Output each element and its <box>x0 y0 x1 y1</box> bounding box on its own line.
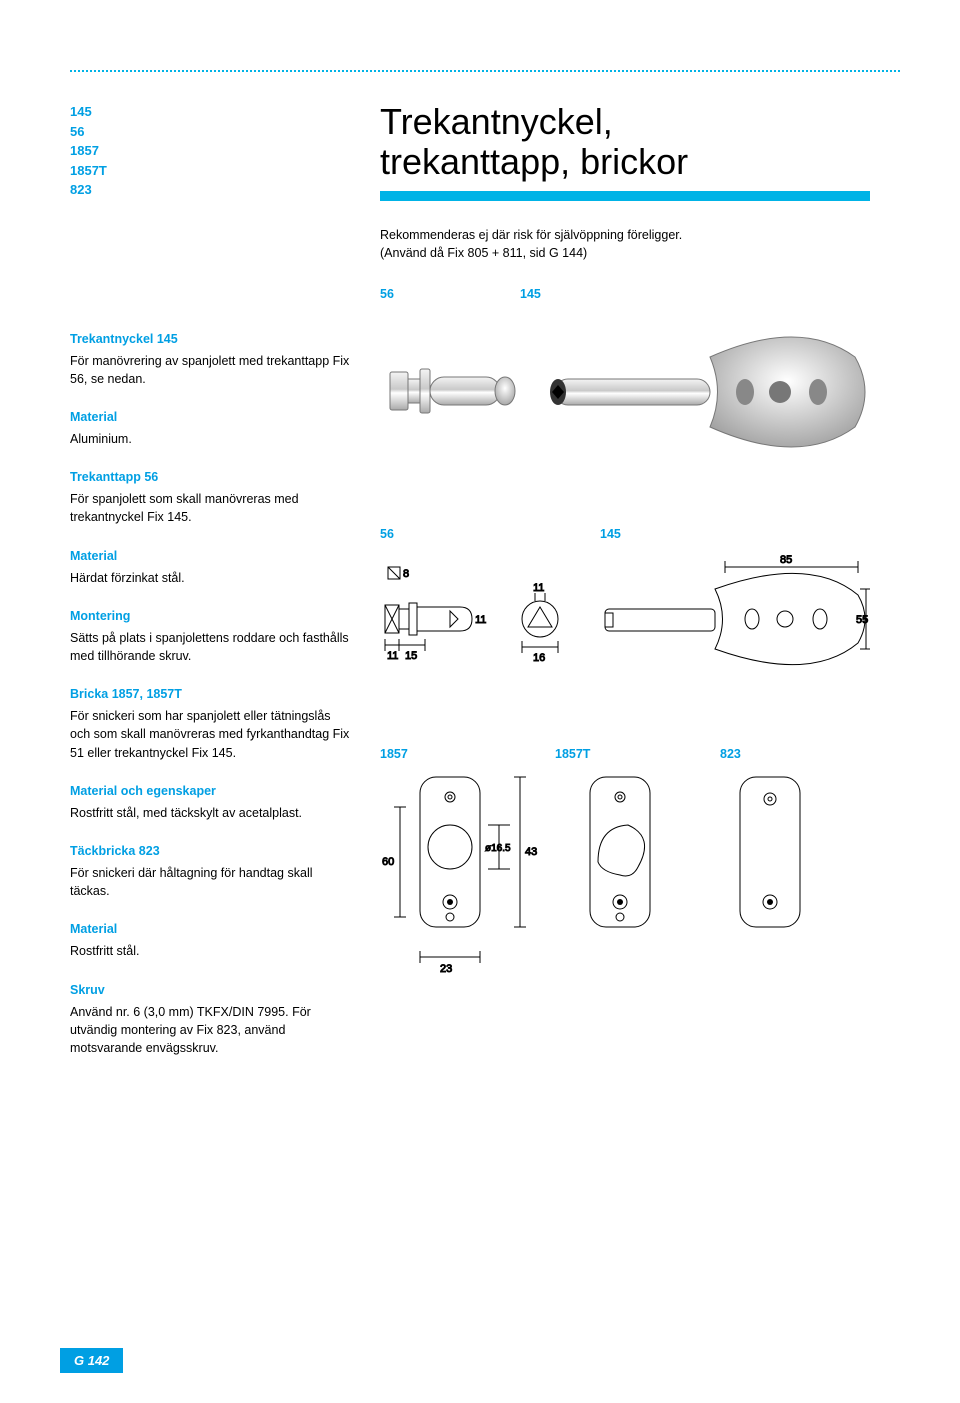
dim-11a: 11 <box>475 614 486 626</box>
product-codes: 145 56 1857 1857T 823 <box>70 102 350 200</box>
photo-tapp-and-key-icon <box>380 307 870 467</box>
heading-tackbricka: Täckbricka 823 <box>70 842 350 860</box>
dim-43: 43 <box>525 846 537 858</box>
right-column: Trekantnyckel, trekanttapp, brickor Reko… <box>380 102 900 1061</box>
heading-trekantnyckel: Trekantnyckel 145 <box>70 330 350 348</box>
fig1-label-56: 56 <box>380 287 520 301</box>
dim-16-5: ø16.5 <box>485 843 511 854</box>
intro-line1: Rekommenderas ej där risk för självöppni… <box>380 226 900 244</box>
heading-trekanttapp: Trekanttapp 56 <box>70 468 350 486</box>
body-material2: Härdat förzinkat stål. <box>70 569 350 587</box>
figure-row-3: 1857 1857T 823 <box>380 747 900 987</box>
body-tackbricka: För snickeri där håltagning för handtag … <box>70 864 350 900</box>
code-145: 145 <box>70 102 350 122</box>
dim-drawing-tapp-key-icon: 8 11 11 15 <box>380 547 870 697</box>
fig3-label-823: 823 <box>720 747 741 761</box>
dim-55: 55 <box>856 614 868 626</box>
dim-15: 15 <box>405 650 417 662</box>
body-bricka: För snickeri som har spanjolett eller tä… <box>70 707 350 761</box>
title-block: Trekantnyckel, trekanttapp, brickor <box>380 102 900 201</box>
left-column: 145 56 1857 1857T 823 Trekantnyckel 145 … <box>70 102 350 1061</box>
body-mat-egenskaper: Rostfritt stål, med täckskylt av acetalp… <box>70 804 350 822</box>
code-1857t: 1857T <box>70 161 350 181</box>
heading-skruv: Skruv <box>70 981 350 999</box>
code-823: 823 <box>70 180 350 200</box>
heading-material1: Material <box>70 408 350 426</box>
code-56: 56 <box>70 122 350 142</box>
dim-11c: 11 <box>533 582 544 594</box>
page-footer: G 142 <box>60 1348 123 1373</box>
fig3-label-1857t: 1857T <box>555 747 720 761</box>
body-trekanttapp: För spanjolett som skall manövreras med … <box>70 490 350 526</box>
code-1857: 1857 <box>70 141 350 161</box>
dim-11b: 11 <box>387 650 398 662</box>
figure-row-1: 56 145 <box>380 287 900 467</box>
cyan-underline <box>380 191 870 201</box>
fig1-label-145: 145 <box>520 287 541 301</box>
fig2-label-145: 145 <box>600 527 621 541</box>
dim-23: 23 <box>440 963 452 975</box>
heading-material2: Material <box>70 547 350 565</box>
dim-85: 85 <box>780 554 792 566</box>
heading-montering: Montering <box>70 607 350 625</box>
figure-row-2: 56 145 8 <box>380 527 900 697</box>
body-material1: Aluminium. <box>70 430 350 448</box>
fig3-label-1857: 1857 <box>380 747 555 761</box>
heading-material3: Material <box>70 920 350 938</box>
intro-line2: (Använd då Fix 805 + 811, sid G 144) <box>380 244 900 262</box>
heading-bricka: Bricka 1857, 1857T <box>70 685 350 703</box>
dotted-rule <box>70 70 900 72</box>
title-line2: trekanttapp, brickor <box>380 141 688 182</box>
dim-8: 8 <box>403 568 409 580</box>
body-trekantnyckel: För manövrering av spanjolett med trekan… <box>70 352 350 388</box>
heading-mat-egenskaper: Material och egenskaper <box>70 782 350 800</box>
fig2-label-56: 56 <box>380 527 600 541</box>
body-skruv: Använd nr. 6 (3,0 mm) TKFX/DIN 7995. För… <box>70 1003 350 1057</box>
body-montering: Sätts på plats i spanjolettens roddare o… <box>70 629 350 665</box>
intro-text: Rekommenderas ej där risk för självöppni… <box>380 226 900 262</box>
dim-drawing-brickor-icon: 60 ø16.5 43 23 <box>380 767 880 987</box>
dim-16: 16 <box>533 652 545 664</box>
body-material3: Rostfritt stål. <box>70 942 350 960</box>
dim-60: 60 <box>382 856 394 868</box>
title-line1: Trekantnyckel, <box>380 101 613 142</box>
